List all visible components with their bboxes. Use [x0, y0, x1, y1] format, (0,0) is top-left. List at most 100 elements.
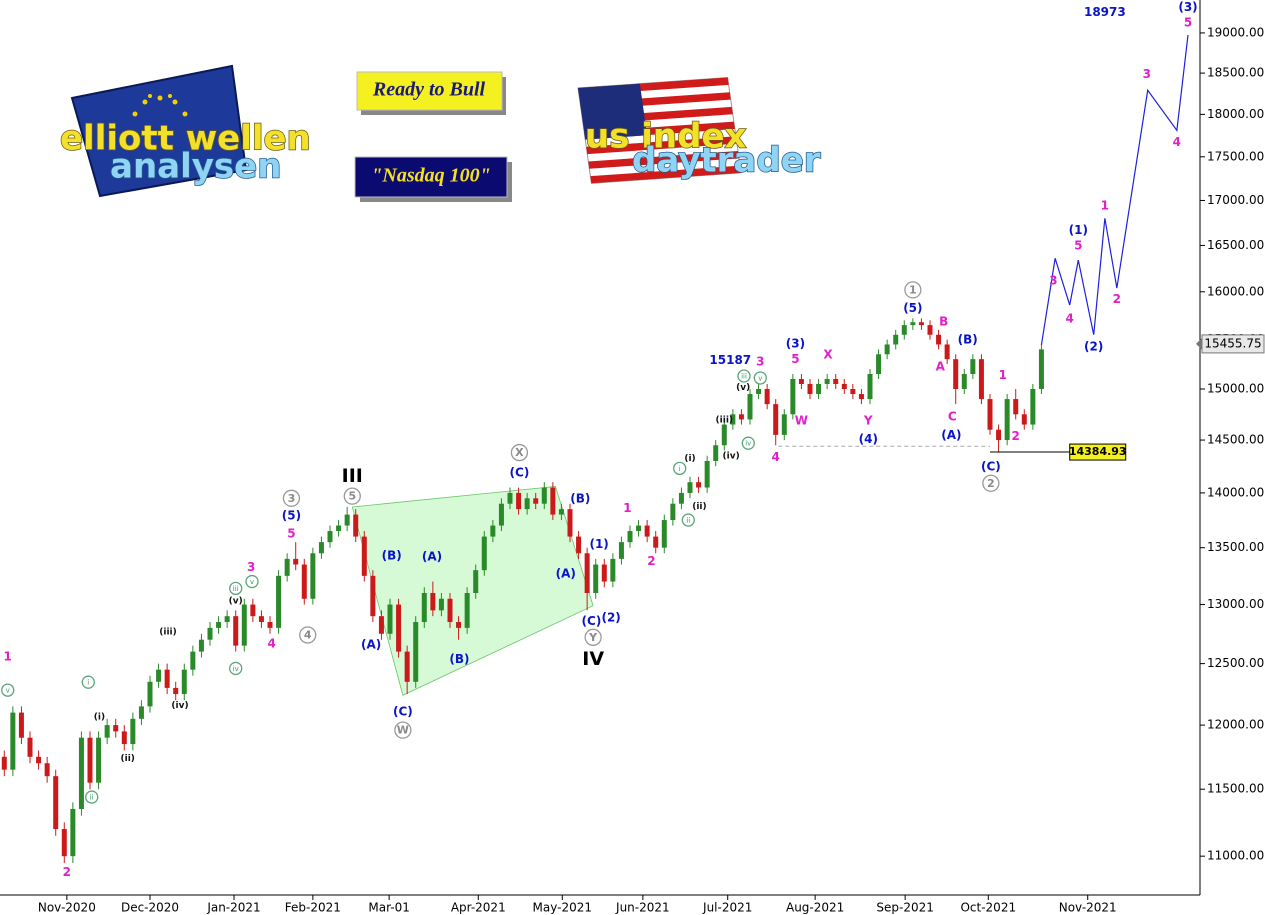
eu-stars: [132, 94, 188, 117]
forecast-line: [1040, 35, 1189, 346]
wave-label: X: [823, 347, 833, 361]
wave-label: (v): [736, 383, 750, 393]
wave-label: III: [342, 465, 363, 487]
wave-label: W: [795, 413, 808, 427]
candle-body: [1013, 399, 1019, 415]
wave-label: i: [87, 679, 89, 687]
annotation-circle: [81, 675, 95, 689]
badge-text: Ready to Bull: [372, 79, 486, 101]
candle-body: [173, 687, 179, 695]
support-label-box: [1069, 443, 1127, 461]
wave-label: 3: [247, 560, 255, 574]
candle-body: [738, 414, 744, 420]
wave-label: A: [936, 360, 946, 374]
candle-body: [498, 503, 504, 526]
wave-label: iii: [233, 585, 239, 593]
candle-body: [293, 558, 299, 565]
wave-label: (B): [382, 549, 402, 563]
wave-label: v: [758, 374, 762, 382]
candle-body: [473, 570, 479, 593]
candle-body: [936, 334, 942, 345]
candle-body: [130, 718, 136, 745]
logo-right-top: us index: [585, 117, 747, 157]
wave-label: (5): [903, 301, 922, 315]
candle-body: [893, 334, 899, 345]
candle-body: [430, 592, 436, 611]
candle-body: [687, 482, 693, 493]
candle-body: [156, 669, 162, 682]
wave-label: (1): [1069, 223, 1088, 237]
wave-label: (ii): [121, 754, 135, 764]
wave-label: (4): [859, 432, 878, 446]
wave-label: 18973: [1084, 5, 1126, 19]
candle-body: [584, 553, 590, 593]
candle-body: [696, 482, 702, 488]
y-tick-label: 16500.00: [1207, 238, 1264, 252]
wave-label: v: [250, 578, 254, 586]
wave-label: 1: [909, 283, 917, 296]
annotation-circle: [245, 574, 259, 589]
candle-body: [378, 616, 384, 634]
wave-label: (i): [684, 454, 695, 464]
candle-body: [447, 598, 453, 623]
annotation-circle: [681, 513, 695, 527]
candle-body: [901, 325, 907, 335]
candle-body: [490, 525, 496, 537]
x-tick-label: Jul-2021: [702, 901, 752, 915]
candle-body: [550, 487, 556, 515]
candle-body: [876, 354, 882, 375]
candle-body: [216, 622, 222, 628]
wave-label: (A): [556, 567, 576, 581]
wave-label: (B): [449, 652, 469, 666]
x-tick-label: Mar-01: [368, 901, 409, 915]
candle-body: [224, 616, 230, 623]
candle-body: [241, 604, 247, 646]
candle-body: [610, 558, 616, 582]
candle-body: [361, 536, 367, 576]
annotation-circle: [904, 281, 922, 299]
eu-flag: [70, 64, 248, 198]
candle-body: [96, 737, 102, 783]
annotation-circle: [753, 371, 767, 385]
annotation-circle: [85, 790, 99, 804]
wave-label: (B): [570, 491, 590, 505]
support-label: 14384.93: [1069, 445, 1127, 458]
candle-body: [413, 622, 419, 682]
wave-label: Y: [588, 631, 598, 644]
last-price-label: 15455.75: [1204, 336, 1261, 350]
candle-body: [636, 525, 642, 532]
candle-body: [327, 531, 333, 543]
candle-body: [18, 712, 24, 738]
x-tick-label: Aug-2021: [786, 901, 844, 915]
candle-body: [618, 542, 624, 559]
candle-body: [764, 388, 770, 405]
candle-body: [396, 604, 402, 652]
candle-body: [147, 681, 153, 707]
candle-body: [970, 359, 976, 375]
candle-body: [181, 669, 187, 695]
x-tick-label: Dec-2020: [121, 901, 179, 915]
wave-label: Y: [863, 413, 873, 427]
annotation-circle: [510, 443, 529, 462]
x-tick-label: Jan-2021: [206, 901, 260, 915]
candle-body: [670, 503, 676, 521]
annotation-circle: [229, 581, 243, 596]
candle-body: [644, 525, 650, 537]
y-tick-label: 18000.00: [1207, 107, 1264, 121]
wave-label: iii: [741, 372, 747, 380]
wave-label: 4: [304, 628, 312, 641]
candle-body: [456, 622, 462, 628]
wave-label: (i): [94, 712, 105, 722]
wave-label: iv: [233, 665, 239, 673]
wave-label: (iii): [716, 415, 733, 425]
wave-label: (A): [361, 637, 381, 651]
wave-label: (3): [1178, 0, 1197, 14]
wave-label: 5: [1184, 16, 1192, 30]
candle-body: [807, 383, 813, 395]
candle-body: [207, 627, 213, 640]
logo-left-bottom: analysen: [110, 147, 281, 187]
wave-label: (ii): [692, 502, 706, 512]
candle-body: [70, 808, 76, 857]
candle-body: [336, 525, 342, 532]
candle-body: [78, 737, 84, 809]
